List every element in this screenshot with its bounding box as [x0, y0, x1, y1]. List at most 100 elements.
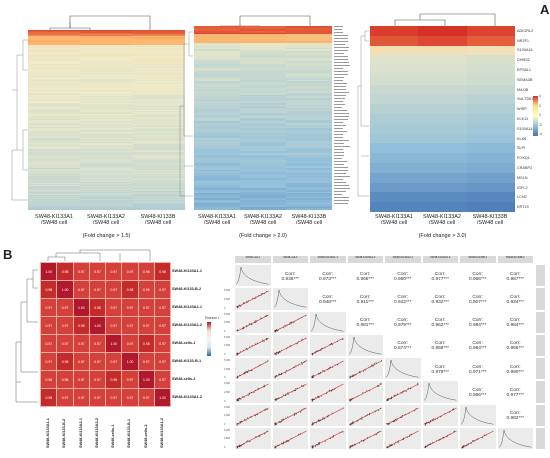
heatmap-cell	[240, 52, 286, 55]
heatmap-row	[28, 70, 185, 71]
heatmap-cell	[418, 94, 467, 105]
heatmap-cell	[80, 179, 133, 180]
heatmap-cell	[286, 79, 332, 82]
heatmap-cell	[194, 97, 240, 100]
heatmap-cell	[28, 50, 81, 51]
heatmap-cell	[28, 92, 81, 93]
corr-value: 0.881***	[356, 323, 375, 329]
heatmap-row	[194, 77, 332, 80]
heatmap-row	[194, 31, 332, 33]
heatmap-cell	[240, 92, 286, 95]
heatmap-cell	[80, 164, 133, 165]
heatmap-cell	[132, 48, 185, 49]
heatmap-row	[28, 79, 185, 80]
heatmap-cell	[370, 45, 419, 56]
heatmap-cell	[466, 162, 515, 173]
heatmap-cell	[80, 125, 133, 126]
heatmap-cell	[418, 45, 467, 56]
heatmap-row	[28, 89, 185, 90]
heatmap-row	[194, 104, 332, 107]
corr-label: Corr:	[434, 271, 446, 277]
heatmap-cell	[28, 173, 81, 174]
heatmap-cell	[80, 30, 133, 31]
heatmap-cell	[80, 143, 133, 144]
heatmap-cell	[132, 38, 185, 39]
heatmap-cell	[132, 187, 185, 188]
heatmap-cell	[132, 58, 185, 59]
heatmap-cell	[28, 119, 81, 120]
heatmap-cell	[194, 36, 240, 38]
heatmap-cell	[80, 160, 133, 161]
heatmap-row	[28, 182, 185, 183]
heatmap-cell	[240, 37, 286, 40]
heatmap-cell	[194, 134, 240, 137]
heatmap-cell	[194, 158, 240, 160]
heatmap-cell	[28, 164, 81, 165]
pearson-cell: 0.97	[105, 388, 123, 408]
heatmap-row	[28, 138, 185, 139]
gene-label-line	[334, 131, 347, 132]
heatmap-row	[28, 203, 185, 204]
gene-label-line	[334, 56, 349, 57]
heatmap-row	[28, 125, 185, 126]
scatter-cell	[235, 334, 271, 356]
heatmap-cell	[466, 65, 515, 75]
pearson-cell: 0.97	[153, 370, 172, 390]
heatmap-row	[28, 144, 185, 145]
corr-cell: Corr: 0.964***	[460, 334, 496, 356]
heatmap-row	[28, 38, 185, 39]
heatmap-cell	[28, 198, 81, 199]
heatmap-cell	[80, 44, 133, 45]
heatmap-cell	[286, 34, 332, 37]
heatmap-cell	[80, 93, 133, 94]
heatmap-row	[194, 154, 332, 157]
heatmap-cell	[28, 75, 81, 76]
heatmap-cell	[80, 56, 133, 57]
heatmap-cell	[370, 202, 419, 212]
density-cell	[347, 334, 383, 356]
heatmap-row	[28, 145, 185, 146]
heatmap-row	[194, 39, 332, 42]
heatmap-cell	[132, 172, 185, 173]
heatmap-cell	[194, 82, 240, 85]
heatmap-cell	[194, 124, 240, 127]
heatmap-cell	[194, 112, 240, 115]
pearson-legend-title: Pearson r	[205, 316, 219, 320]
heatmap-cell	[132, 164, 185, 165]
heatmap-cell	[132, 43, 185, 44]
heatmap-row	[28, 148, 185, 149]
heatmap-row	[28, 149, 185, 150]
heatmap-row	[28, 124, 185, 125]
heatmap-cell	[80, 32, 133, 33]
heatmap-cell	[80, 92, 133, 93]
heatmap-cell	[286, 146, 332, 149]
scatter-row-header	[536, 381, 545, 403]
heatmap-row	[28, 67, 185, 68]
heatmap-cell	[286, 56, 332, 58]
heatmap-row	[28, 150, 185, 151]
heatmap-cell	[240, 117, 286, 120]
scatter-row-header	[536, 334, 545, 356]
corr-cell: Corr: 0.907***	[460, 288, 496, 310]
heatmap-cell	[286, 133, 332, 135]
heatmap-cell	[240, 102, 286, 105]
gene-label-line	[334, 170, 349, 171]
heatmap-cell	[194, 143, 240, 145]
gene-label: EPS8L1	[517, 68, 531, 73]
scatter-row-header	[536, 265, 545, 287]
heatmap-row	[194, 99, 332, 102]
heatmap-row	[28, 85, 185, 86]
heatmap-row	[194, 106, 332, 108]
heatmap-cell	[80, 85, 133, 86]
heatmap-3-legend-ticks: 4 2 0 -2 -4	[539, 94, 549, 138]
heatmap-row	[28, 75, 185, 76]
heatmap-cell	[286, 89, 332, 92]
pearson-row-label: SW48-cells-2	[172, 377, 196, 381]
heatmap-cell	[370, 153, 419, 163]
corr-value: 0.960***	[393, 276, 412, 282]
heatmap-cell	[194, 99, 240, 102]
heatmap-cell	[132, 74, 185, 75]
heatmap-cell	[28, 44, 81, 45]
heatmap-cell	[80, 130, 133, 131]
heatmap-cell	[286, 39, 332, 42]
